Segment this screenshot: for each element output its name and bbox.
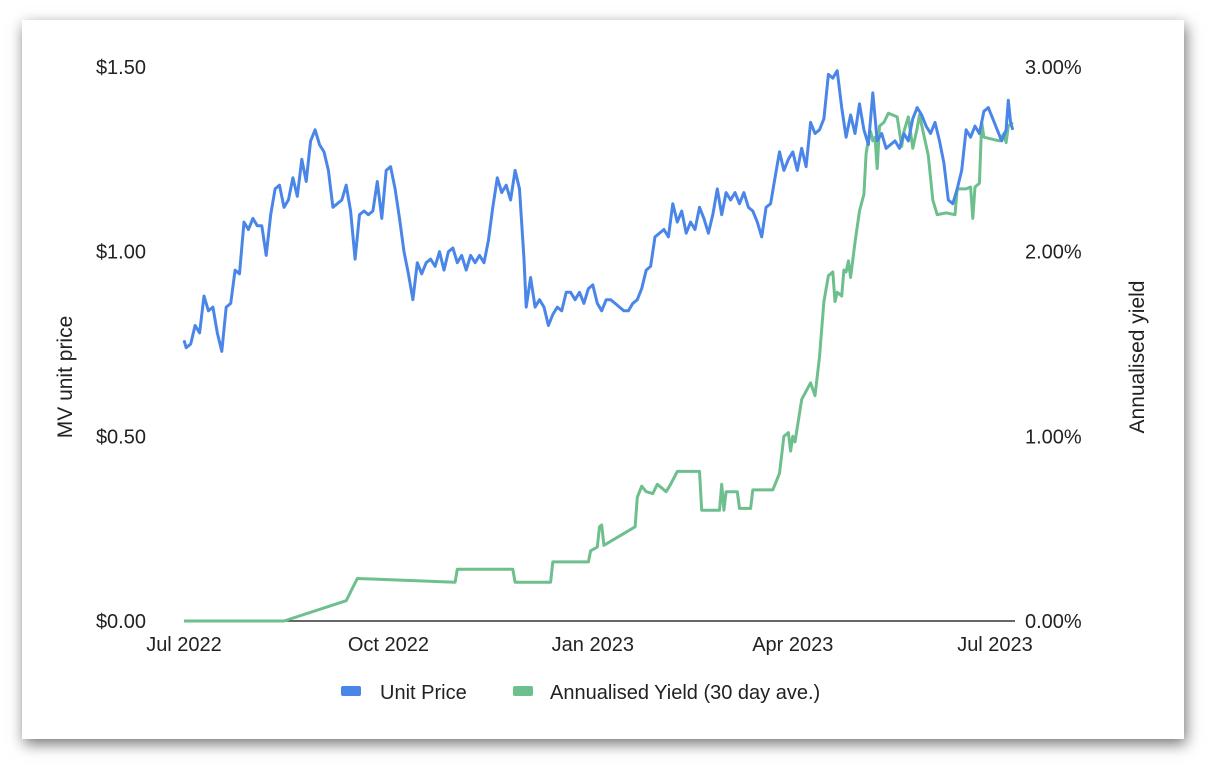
x-tick-label: Jul 2023 [957,634,1033,656]
y-left-tick-label: $0.50 [96,426,146,448]
y-left-axis-title: MV unit price [54,316,77,439]
legend-label-unit-price: Unit Price [380,682,467,704]
legend-swatch-unit-price [341,686,361,696]
y-right-axis-title: Annualised yield [1126,281,1149,434]
legend-swatch-annualised-yield [513,686,533,696]
y-left-tick-label: $1.00 [96,242,146,264]
y-right-ticks: 0.00% 1.00% 2.00% 3.00% [1025,57,1082,633]
chart-canvas: $0.00 $0.50 $1.00 $1.50 0.00% 1.00% 2.00% 3.00… [54,57,1149,704]
x-tick-label: Jul 2022 [146,634,222,656]
series-unit-price-line [182,69,1015,353]
legend-label-annualised-yield: Annualised Yield (30 day ave.) [550,682,820,704]
y-right-tick-label: 3.00% [1025,57,1082,79]
chart-card: $0.00 $0.50 $1.00 $1.50 0.00% 1.00% 2.00% 3.00… [22,20,1184,739]
y-right-tick-label: 2.00% [1025,242,1082,264]
y-left-tick-label: $1.50 [96,57,146,79]
y-right-tick-label: 0.00% [1025,611,1082,633]
legend: Unit Price Annualised Yield (30 day ave.… [341,682,820,704]
x-tick-label: Jan 2023 [552,634,634,656]
x-ticks: Jul 2022 Oct 2022 Jan 2023 Apr 2023 Jul 2023 [146,634,1033,656]
x-tick-label: Apr 2023 [752,634,833,656]
series-annualised-yield-line [184,111,1014,623]
y-right-tick-label: 1.00% [1025,426,1082,448]
x-tick-label: Oct 2022 [348,634,429,656]
y-left-ticks: $0.00 $0.50 $1.00 $1.50 [96,57,146,633]
y-left-tick-label: $0.00 [96,611,146,633]
